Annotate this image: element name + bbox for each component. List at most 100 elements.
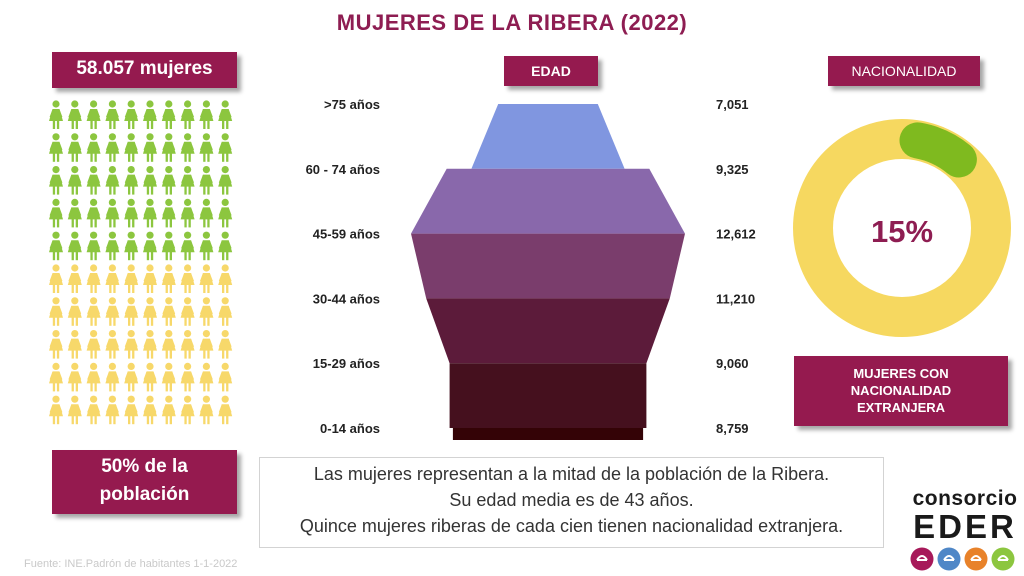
woman-icon: [199, 362, 214, 392]
woman-icon: [105, 166, 120, 195]
age-value-label: 7,051: [716, 97, 749, 112]
woman-icon: [199, 100, 214, 129]
woman-icon: [161, 297, 176, 326]
logo-sprout-icon: [991, 547, 1015, 571]
foreign-women-caption: MUJERES CON NACIONALIDAD EXTRANJERA: [794, 356, 1008, 426]
woman-icon: [105, 297, 120, 326]
woman-icon: [161, 166, 176, 195]
age-chart: >75 años 7,051 60 - 74 años 9,325 45-59 años…: [306, 97, 756, 440]
woman-icon: [143, 264, 157, 293]
woman-icon: [124, 166, 139, 195]
woman-icon: [161, 264, 176, 293]
woman-icon: [49, 231, 63, 261]
woman-icon: [180, 166, 195, 195]
woman-icon: [49, 264, 63, 293]
woman-icon: [218, 297, 233, 326]
woman-icon: [199, 264, 214, 293]
woman-icon: [218, 100, 233, 129]
woman-icon: [143, 297, 157, 326]
woman-icon: [143, 198, 157, 228]
woman-icon: [199, 330, 214, 359]
age-category-label: 60 - 74 años: [306, 162, 380, 177]
woman-icon: [86, 166, 101, 195]
woman-icon: [86, 297, 101, 326]
woman-icon: [143, 395, 157, 425]
woman-icon: [86, 231, 101, 261]
woman-icon: [161, 133, 176, 162]
eder-logo: consorcio EDER: [905, 488, 1024, 544]
woman-icon: [86, 100, 101, 129]
woman-icon: [218, 133, 233, 162]
woman-icon: [199, 231, 214, 261]
age-category-label: 45-59 años: [313, 227, 380, 242]
woman-icon: [49, 395, 63, 425]
woman-icon: [161, 100, 176, 129]
woman-icon: [180, 297, 195, 326]
woman-icon: [124, 133, 139, 162]
woman-icon: [180, 362, 195, 392]
woman-icon: [105, 362, 120, 392]
woman-icon: [161, 198, 176, 228]
page-title: MUJERES DE LA RIBERA (2022): [336, 10, 688, 35]
woman-icon: [67, 231, 82, 261]
total-women-badge: 58.057 mujeres: [52, 52, 237, 88]
woman-icon: [218, 166, 233, 195]
woman-icon: [67, 297, 82, 326]
nationality-donut: 15%: [793, 119, 1011, 337]
summary-line-2: Su edad media es de 43 años.: [449, 490, 694, 510]
woman-icon: [67, 166, 82, 195]
woman-icon: [180, 330, 195, 359]
woman-icon: [143, 231, 157, 261]
woman-icon: [49, 198, 63, 228]
woman-icon: [124, 330, 139, 359]
woman-icon: [180, 133, 195, 162]
woman-icon: [180, 100, 195, 129]
woman-icon: [86, 264, 101, 293]
woman-icon: [180, 395, 195, 425]
age-band: [411, 233, 685, 299]
logo-leaf-icon: [964, 547, 988, 571]
logo-line-1: consorcio: [912, 487, 1018, 510]
woman-icon: [143, 100, 157, 129]
woman-icon: [49, 100, 63, 129]
woman-icon: [143, 330, 157, 359]
woman-icon: [218, 395, 233, 425]
woman-icon: [49, 362, 63, 392]
age-value-label: 12,612: [716, 227, 756, 242]
age-value-label: 8,759: [716, 421, 749, 436]
summary-box: Las mujeres representan a la mitad de la…: [259, 457, 884, 548]
woman-icon: [105, 100, 120, 129]
age-header-badge: EDAD: [504, 56, 598, 86]
age-category-label: 15-29 años: [313, 356, 380, 371]
woman-icon: [49, 133, 63, 162]
summary-line-3: Quince mujeres riberas de cada cien tien…: [299, 516, 844, 536]
woman-icon: [218, 231, 233, 261]
woman-icon: [161, 395, 176, 425]
caption-line-3: EXTRANJERA: [856, 400, 946, 415]
woman-icon: [199, 395, 214, 425]
woman-icon: [105, 133, 120, 162]
woman-icon: [180, 198, 195, 228]
woman-icon: [86, 198, 101, 228]
summary-line-1: Las mujeres representan a la mitad de la…: [313, 464, 830, 484]
age-value-label: 9,325: [716, 162, 749, 177]
woman-icon: [143, 133, 157, 162]
woman-icon: [124, 264, 139, 293]
woman-icon: [199, 297, 214, 326]
woman-icon: [180, 231, 195, 261]
woman-icon: [161, 362, 176, 392]
woman-icon: [67, 198, 82, 228]
logo-wave-icon: [937, 547, 961, 571]
nationality-header-badge: NACIONALIDAD: [828, 56, 980, 86]
woman-icon: [105, 395, 120, 425]
woman-icon: [86, 362, 101, 392]
woman-icon: [67, 330, 82, 359]
woman-icon: [105, 330, 120, 359]
age-band: [449, 363, 647, 428]
woman-icon: [67, 100, 82, 129]
caption-line-2: NACIONALIDAD: [850, 383, 952, 398]
woman-icon: [218, 264, 233, 293]
woman-icon: [67, 362, 82, 392]
age-band: [426, 298, 670, 364]
women-pictogram: [49, 100, 233, 425]
